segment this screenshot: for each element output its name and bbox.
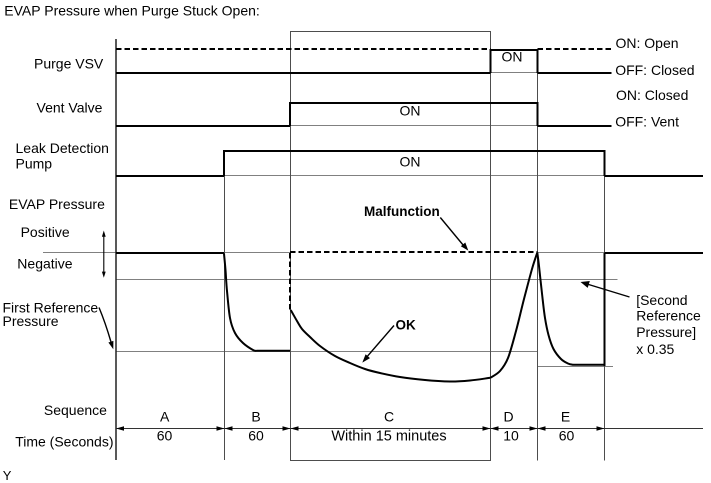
svg-text:OK: OK (396, 317, 417, 332)
svg-text:OFF: Closed: OFF: Closed (615, 62, 694, 78)
svg-text:Negative: Negative (17, 256, 72, 272)
svg-text:60: 60 (559, 428, 575, 444)
svg-text:ON: ON (400, 102, 421, 118)
svg-text:60: 60 (248, 428, 264, 444)
svg-text:First Reference: First Reference (3, 299, 99, 315)
svg-text:ON: ON (502, 49, 523, 65)
svg-text:10: 10 (503, 428, 519, 444)
svg-text:Reference: Reference (636, 307, 701, 323)
svg-text:C: C (384, 409, 394, 425)
svg-text:E: E (561, 409, 570, 425)
svg-text:A: A (160, 409, 170, 425)
svg-text:ON: ON (400, 153, 421, 169)
svg-text:Malfunction: Malfunction (364, 204, 440, 219)
svg-text:ON: Closed: ON: Closed (616, 87, 688, 103)
svg-text:B: B (251, 409, 260, 425)
svg-text:EVAP Pressure when Purge Stuck: EVAP Pressure when Purge Stuck Open: (4, 3, 260, 19)
svg-text:EVAP Pressure: EVAP Pressure (9, 196, 105, 212)
svg-text:60: 60 (157, 428, 173, 444)
svg-text:Leak Detection: Leak Detection (16, 140, 109, 156)
svg-text:Time (Seconds): Time (Seconds) (15, 434, 113, 450)
svg-text:[Second: [Second (636, 292, 687, 308)
svg-text:x 0.35: x 0.35 (636, 341, 674, 357)
svg-text:ON: Open: ON: Open (616, 35, 679, 51)
svg-text:D: D (503, 409, 513, 425)
svg-text:Vent Valve: Vent Valve (37, 100, 103, 116)
svg-text:Pressure]: Pressure] (636, 324, 696, 340)
svg-text:OFF: Vent: OFF: Vent (615, 114, 679, 130)
svg-text:Positive: Positive (21, 224, 70, 240)
svg-text:Purge VSV: Purge VSV (34, 55, 104, 71)
svg-text:Within 15 minutes: Within 15 minutes (331, 429, 446, 445)
svg-text:Pressure: Pressure (3, 313, 59, 329)
svg-text:Sequence: Sequence (44, 402, 107, 418)
svg-text:Y: Y (3, 468, 12, 483)
svg-text:Pump: Pump (16, 156, 53, 172)
